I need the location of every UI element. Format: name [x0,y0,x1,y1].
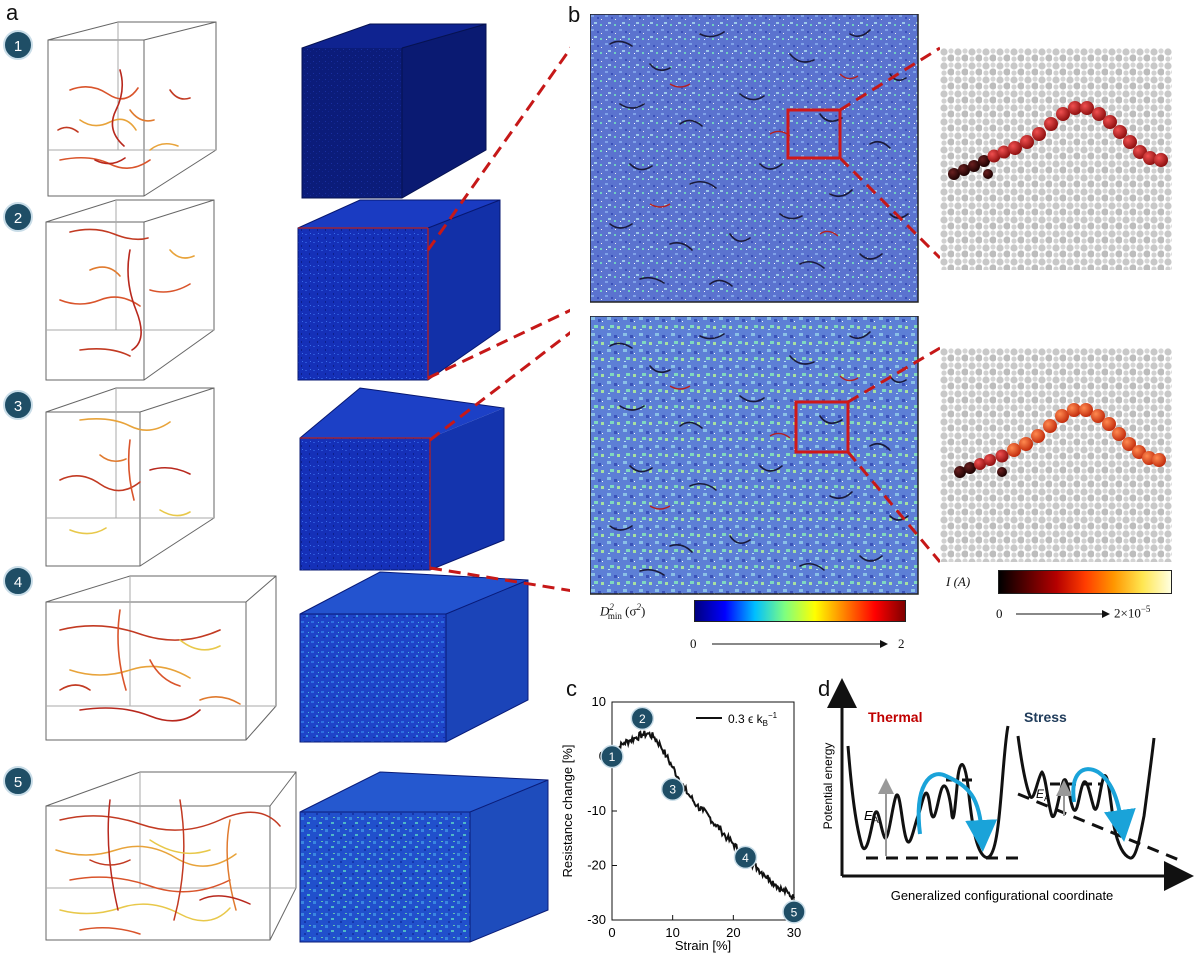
state-marker-label: 5 [791,905,798,919]
energy-landscape-diagram: Potential energy Generalized configurati… [821,678,1194,903]
x-ticks: 0 10 20 30 [608,915,801,940]
cube-3-top [300,388,504,438]
colorbar-current [998,570,1172,594]
wireframe-box-4 [45,575,277,741]
legend-label: 0.3 ϵ kB−1 [728,711,778,728]
filament-chain-top [948,101,1168,180]
cube-4-side [446,580,528,742]
state-markers: 1 2 3 4 5 [600,706,806,924]
cube-2-front [298,228,428,380]
y-tick-label: -10 [587,803,606,818]
cube-2-side [428,200,500,380]
particle-snapshot-top [940,48,1172,270]
cube-5-side [470,780,548,942]
filaments-1 [57,69,191,169]
state-marker-label: 1 [609,750,616,764]
filament-chain-bottom [954,403,1166,478]
zoom-box-bottom [794,400,850,454]
y-tick-label: -30 [587,912,606,927]
cube-3-side [430,408,504,570]
state-marker-label: 4 [742,851,749,865]
cube-1-top [302,24,486,48]
state-marker-3: 3 [660,777,685,801]
wireframe-box-5 [45,771,297,941]
colorbar-dmin-tick-min: 0 [690,636,697,651]
y-tick-label: 10 [592,694,606,709]
x-tick-label: 30 [787,925,801,940]
wireframe-box-1 [47,21,217,197]
x-axis-label: Strain [%] [675,938,731,953]
colorbar-dmin [694,600,906,622]
panel-label-a: a [6,0,19,25]
cube-1-front [302,48,402,198]
x-tick-label: 10 [665,925,679,940]
dmin-map-bottom [590,316,919,595]
state-marker-label: 3 [669,783,676,797]
dmin-map-top [590,14,919,303]
filaments-4 [59,609,241,722]
thermal-landscape [846,725,1010,859]
colorbar-current-arrow [1016,610,1110,618]
cube-5-top [300,772,548,812]
colorbar-dmin-arrow [712,640,888,648]
wireframe-box-2 [45,199,215,381]
y-ticks: 100-10-20-30 [587,694,617,927]
state-marker-2: 2 [630,706,655,731]
state-badge-4: 4 [3,566,33,596]
x-tick-label: 0 [608,925,615,940]
state-marker-5: 5 [782,900,806,924]
colorbar-dmin-label: D2min (σ2) [600,602,646,621]
y-tick-label: -20 [587,858,606,873]
panel-label-c: c [566,676,577,701]
state-marker-1: 1 [600,744,624,769]
state-marker-circle [600,744,624,769]
stress-hop-arrow [1071,767,1136,842]
state-marker-circle [660,777,685,801]
state-marker-circle [782,900,806,924]
y-axis-label: Potential energy [821,743,835,830]
stress-landscape [1016,735,1156,860]
state-badge-1: 1 [3,30,33,60]
colorbar-current-tick-min: 0 [996,606,1003,621]
wireframe-box-3 [45,387,215,567]
panel-label-b: b [568,2,581,27]
state-marker-circle [630,706,655,731]
filaments-2 [59,228,195,357]
zoom-box-top [786,108,842,160]
label-stress: Stress [1024,709,1067,725]
x-axis-label: Generalized configurational coordinate [891,888,1114,903]
cube-5-front [300,812,470,942]
thermal-hop-arrow [916,772,998,852]
series-line [611,730,795,900]
x-tick-label: 20 [726,925,740,940]
state-marker-label: 2 [639,712,646,726]
filaments-5 [55,799,281,935]
stress-ea-label: EA [1036,787,1050,803]
state-badge-5: 5 [3,766,33,796]
state-badge-2: 2 [3,202,33,232]
thermal-ea-label: EA [864,808,879,825]
colorbar-current-tick-max: 2×10−5 [1114,604,1151,621]
colorbar-current-label: I (A) [946,574,971,589]
stress-tilted-baseline [1017,792,1185,864]
y-axis-label: Resistance change [%] [560,745,575,878]
state-badge-3: 3 [3,390,33,420]
cube-4-front [300,614,446,742]
state-marker-circle [733,845,758,870]
particle-snapshot-bottom [940,348,1172,562]
resistance-strain-chart: 10 0 -10 -20 -30 0 10 20 30 1 2 3 4 5 0.3 ϵ kB−1 St… [560,694,806,953]
state-marker-4: 4 [733,845,758,870]
cube-3-front [300,438,430,570]
label-thermal: Thermal [868,709,922,725]
cube-2-top [298,200,500,228]
filaments-3 [59,418,191,535]
colorbar-dmin-tick-max: 2 [898,636,905,651]
cube-1-side [402,24,486,198]
panel-a-illustrations [45,21,570,943]
